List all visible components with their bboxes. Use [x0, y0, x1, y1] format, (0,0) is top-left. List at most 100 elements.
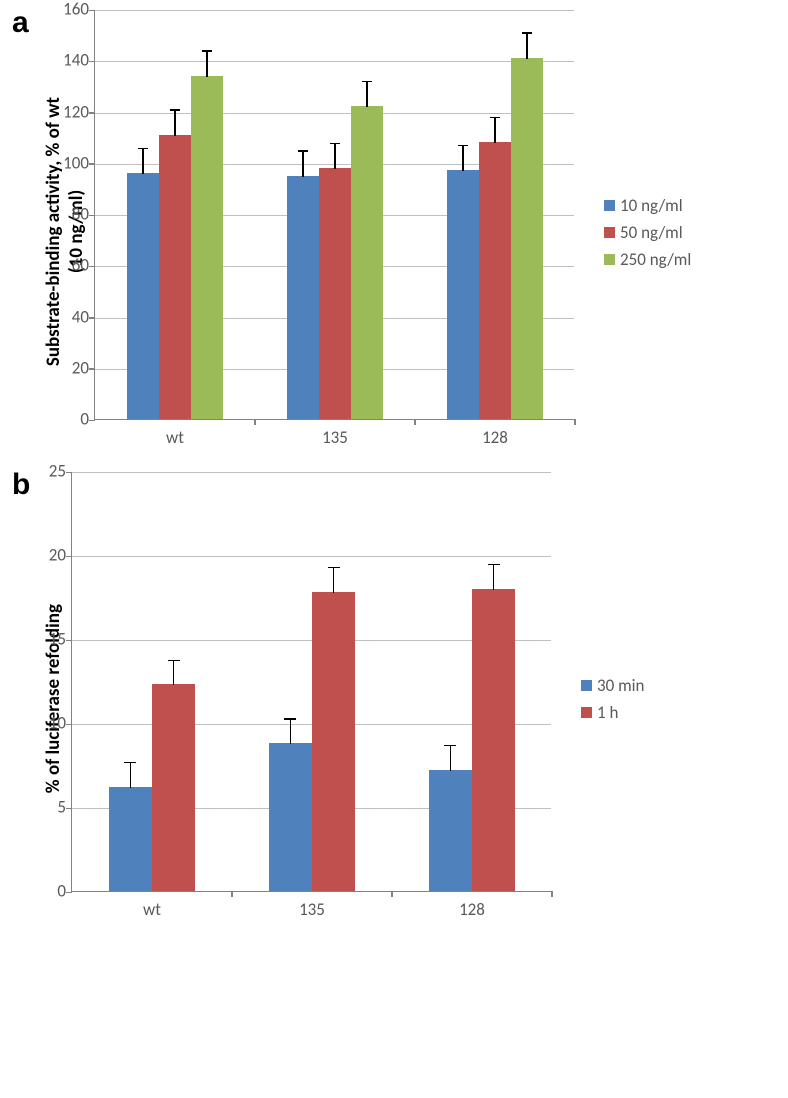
error-bar: [462, 146, 463, 172]
y-tick-label: 0: [57, 881, 72, 902]
bar: [191, 76, 223, 419]
error-bar: [334, 143, 335, 169]
legend-item: 250 ng/ml: [604, 249, 691, 270]
legend-label: 30 min: [597, 675, 645, 696]
gridline: [72, 472, 551, 473]
error-cap: [444, 745, 456, 746]
y-tick-label: 100: [63, 152, 95, 173]
error-cap: [170, 109, 180, 110]
bar: [159, 135, 191, 419]
bar: [152, 684, 195, 891]
chart-a-plot-area: 020406080100120140160wt135128: [94, 10, 574, 420]
error-bar: [450, 746, 451, 771]
bar: [447, 170, 479, 419]
x-tick-mark: [414, 419, 416, 425]
chart-a-legend: 10 ng/ml 50 ng/ml 250 ng/ml: [604, 195, 691, 270]
error-cap: [362, 81, 372, 82]
bar: [269, 743, 312, 891]
gridline: [95, 61, 574, 62]
x-tick-mark: [254, 419, 256, 425]
legend-item: 50 ng/ml: [604, 222, 691, 243]
bar: [511, 58, 543, 419]
x-tick-mark: [574, 419, 576, 425]
error-cap: [168, 660, 180, 661]
legend-swatch: [604, 227, 615, 238]
y-tick-label: 40: [72, 306, 95, 327]
legend-label: 10 ng/ml: [620, 195, 683, 216]
error-bar: [173, 660, 174, 685]
error-cap: [490, 117, 500, 118]
bar: [287, 176, 319, 419]
y-tick-label: 120: [63, 101, 95, 122]
y-tick-label: 10: [49, 713, 72, 734]
y-tick-label: 160: [63, 0, 95, 20]
chart-b-plot-wrap: 0510152025wt135128: [71, 472, 551, 926]
chart-b-plot-area: 0510152025wt135128: [71, 472, 551, 892]
error-bar: [130, 763, 131, 788]
error-cap: [330, 143, 340, 144]
chart-b-row: % of luciferase refolding 0510152025wt13…: [42, 472, 768, 926]
x-tick-label: 135: [322, 419, 348, 448]
panel-a: a Substrate-binding activity, % of wt (1…: [20, 10, 768, 454]
error-bar: [302, 151, 303, 177]
panel-b: b % of luciferase refolding 0510152025wt…: [20, 472, 768, 926]
error-cap: [138, 148, 148, 149]
bar: [127, 173, 159, 419]
y-tick-label: 25: [49, 461, 72, 482]
y-tick-label: 80: [72, 204, 95, 225]
legend-swatch: [604, 200, 615, 211]
error-bar: [142, 148, 143, 174]
error-cap: [458, 145, 468, 146]
legend-label: 1 h: [597, 702, 618, 723]
error-cap: [328, 567, 340, 568]
gridline: [95, 10, 574, 11]
error-bar: [333, 568, 334, 593]
error-bar: [206, 51, 207, 77]
bar: [351, 106, 383, 419]
bar: [479, 142, 511, 419]
x-tick-label: 128: [459, 891, 485, 920]
x-tick-mark: [231, 891, 233, 897]
legend-item: 10 ng/ml: [604, 195, 691, 216]
bar: [109, 787, 152, 891]
chart-b-legend: 30 min 1 h: [581, 675, 645, 723]
error-cap: [202, 50, 212, 51]
error-cap: [522, 32, 532, 33]
error-cap: [124, 762, 136, 763]
gridline: [95, 113, 574, 114]
error-cap: [284, 718, 296, 719]
bar: [319, 168, 351, 419]
y-tick-label: 140: [63, 50, 95, 71]
error-cap: [298, 150, 308, 151]
y-tick-label: 5: [57, 797, 72, 818]
chart-a-plot-wrap: 020406080100120140160wt135128: [94, 10, 574, 454]
bar: [312, 592, 355, 891]
x-tick-label: 135: [299, 891, 325, 920]
bar: [472, 589, 515, 891]
error-bar: [366, 82, 367, 108]
y-tick-label: 0: [80, 409, 95, 430]
legend-swatch: [581, 680, 592, 691]
error-bar: [493, 564, 494, 589]
y-tick-label: 60: [72, 255, 95, 276]
legend-item: 30 min: [581, 675, 645, 696]
y-tick-label: 20: [72, 357, 95, 378]
y-tick-label: 15: [49, 629, 72, 650]
panel-b-label: b: [12, 468, 30, 502]
legend-label: 250 ng/ml: [620, 249, 691, 270]
error-bar: [526, 33, 527, 59]
x-tick-label: wt: [143, 891, 161, 920]
legend-swatch: [581, 707, 592, 718]
x-tick-label: 128: [482, 419, 508, 448]
x-tick-label: wt: [166, 419, 184, 448]
chart-a-row: Substrate-binding activity, % of wt (10 …: [42, 10, 768, 454]
error-bar: [290, 719, 291, 744]
gridline: [72, 556, 551, 557]
legend-label: 50 ng/ml: [620, 222, 683, 243]
error-cap: [488, 564, 500, 565]
bar: [429, 770, 472, 891]
x-tick-mark: [391, 891, 393, 897]
y-tick-label: 20: [49, 545, 72, 566]
legend-item: 1 h: [581, 702, 645, 723]
legend-swatch: [604, 254, 615, 265]
